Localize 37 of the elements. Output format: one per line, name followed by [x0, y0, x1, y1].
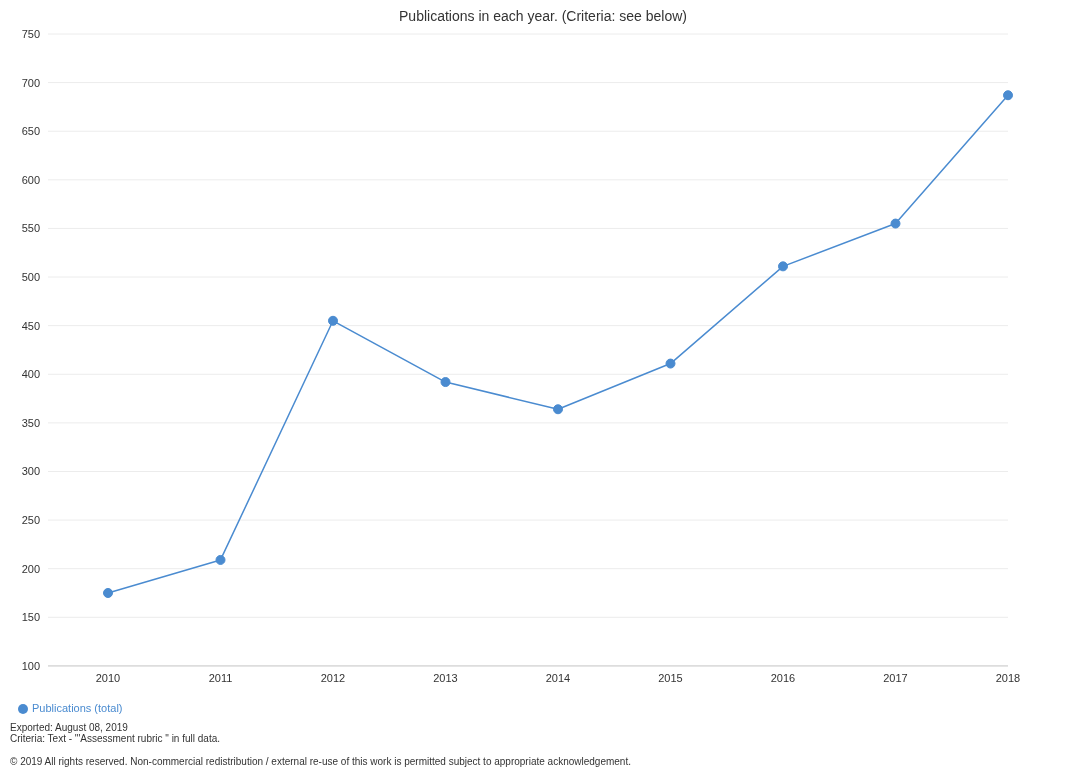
y-tick-label: 750 — [21, 27, 40, 40]
x-tick-label: 2015 — [658, 671, 683, 684]
y-tick-label: 700 — [21, 76, 40, 89]
y-tick-label: 550 — [21, 222, 40, 235]
point — [553, 404, 563, 415]
y-tick-label: 400 — [21, 368, 40, 381]
x-tick-label: 2011 — [208, 671, 233, 684]
y-tick-label: 200 — [21, 562, 40, 575]
y-tick-label: 350 — [21, 416, 40, 429]
y-tick-label: 450 — [21, 319, 40, 332]
x-tick-label: 2012 — [320, 671, 346, 684]
x-tick-label: 2017 — [883, 671, 908, 684]
text: Exported: August 08, 2019 — [10, 722, 128, 733]
text: © 2019 All rights reserved. Non-commercial redistribution / external re-use of this work is permitted subject to appropriate acknowledgement. — [10, 756, 632, 767]
x-tick-label: 2016 — [770, 671, 796, 684]
x-tick-label: 2013 — [433, 671, 458, 684]
point — [778, 261, 788, 272]
text: Criteria: Text - '"Assessment rubric " in full data. — [10, 733, 221, 744]
y-tick-label: 650 — [21, 125, 40, 138]
x-tick-label: 2010 — [95, 671, 121, 684]
y-tick-label: 150 — [21, 611, 40, 624]
point — [890, 218, 901, 229]
y-tick-label: 250 — [21, 513, 40, 526]
point — [328, 315, 338, 326]
point — [1003, 90, 1013, 101]
x-tick-label: 2014 — [545, 671, 571, 684]
point — [215, 554, 226, 565]
point — [665, 358, 676, 369]
legend-label: Publications (total) — [32, 701, 123, 714]
x-tick-label: 2018 — [995, 671, 1021, 684]
point — [440, 377, 451, 388]
point — [103, 587, 113, 598]
chart-title: Publications in each year. (Criteria: see below) — [398, 8, 688, 24]
y-tick-label: 600 — [21, 173, 40, 186]
y-tick-label: 100 — [21, 659, 40, 672]
y-tick-label: 500 — [21, 270, 40, 283]
y-tick-label: 300 — [21, 465, 40, 478]
